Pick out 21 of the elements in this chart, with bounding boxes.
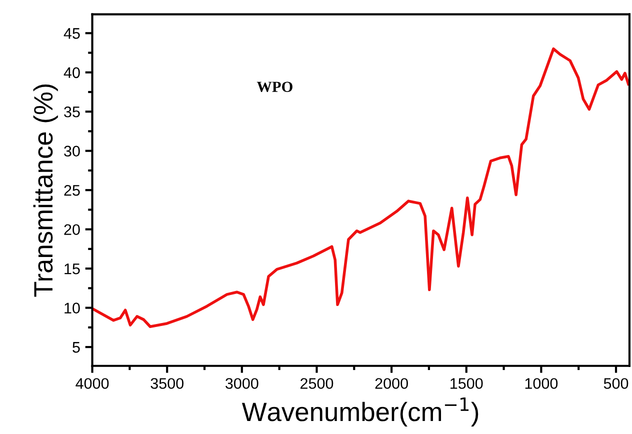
y-tick-label: 20	[64, 224, 80, 236]
x-tick-label: 2500	[300, 378, 334, 389]
x-tick-label: 1500	[450, 378, 483, 389]
y-tick-label: 25	[64, 184, 80, 196]
y-tick-label: 30	[64, 146, 80, 157]
y-tick-label: 5	[72, 342, 80, 353]
line-series	[92, 47, 630, 328]
y-tick-label: 45	[64, 28, 80, 39]
x-tick-label: 1000	[525, 378, 558, 389]
y-tick-label: 10	[64, 302, 80, 314]
annotation: WPO	[256, 82, 292, 92]
y-tick-label: 35	[64, 106, 80, 118]
x-tick-label: 3000	[226, 378, 258, 389]
x-tick-label: 4000	[76, 378, 109, 389]
y-tick-label: 15	[64, 264, 80, 274]
x-tick-label: 500	[604, 378, 628, 389]
x-tick-label: 3500	[150, 378, 184, 389]
x-tick-label: 2000	[375, 378, 408, 389]
y-axis-title: Transmittance (%)	[33, 84, 58, 297]
x-axis-title: Wavenumber(cm$^{−1}$)	[242, 397, 478, 426]
y-tick-label: 40	[64, 67, 80, 78]
